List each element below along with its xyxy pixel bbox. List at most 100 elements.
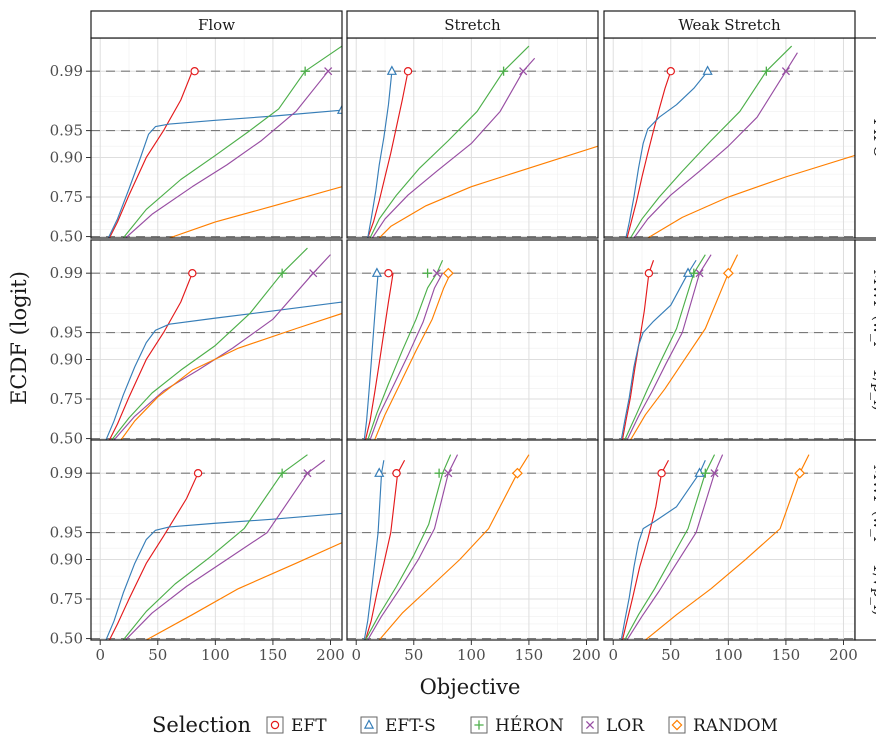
data-point-marker-eft [403,66,413,76]
data-point-marker-héron [689,268,699,278]
y-tick-label: 0.75 [50,390,83,408]
y-tick-label: 0.50 [50,630,83,648]
panel [346,37,599,239]
legend-label: EFT-S [385,716,436,736]
panel-series [107,45,342,238]
data-point-marker-héron [434,468,444,478]
series-line-random [378,145,598,238]
series-line-random [145,542,342,640]
y-tick-label: 0.99 [50,62,83,80]
y-tick-label: 0.75 [50,188,83,206]
data-point-marker-random [511,467,523,479]
legend-title: Selection [152,713,251,737]
column-strip [346,10,599,39]
series-line-héron [369,45,530,238]
legend-key-marker [474,720,484,730]
panel [346,439,599,641]
y-tick-label: 0.90 [50,148,83,166]
y-tick-label: 0.90 [50,550,83,568]
y-tick-label: 0.95 [50,524,83,542]
x-tick-label: 100 [201,646,230,664]
x-axis: 0 50 100 150 200 0 50 100 150 200 0 50 100 150 200 [95,640,858,664]
column-strip [90,10,343,39]
data-point-marker-héron [761,66,771,76]
legend-key-marker [585,720,595,730]
data-point-marker-eft-s [702,65,713,75]
panel-border [90,439,343,641]
data-point-marker-eft-s [374,467,385,477]
series-line-eft [621,459,669,640]
series-line-lor [125,70,329,238]
series-line-héron [122,45,342,238]
row-strip-label: FIFO [870,118,876,157]
panel-background [91,38,342,238]
y-tick-label: 0.75 [50,590,83,608]
panel [90,37,343,239]
data-point-marker-lor [303,469,312,478]
x-tick-label: 200 [316,646,345,664]
data-point-marker-eft [666,66,675,76]
data-point-marker-héron [700,468,710,478]
x-tick-label: 0 [608,646,618,664]
panel-series [620,454,810,640]
panel-series [625,45,855,238]
y-tick-label: 0.50 [50,430,83,448]
x-tick-label: 0 [95,646,105,664]
x-tick-label: 200 [829,646,858,664]
panel-background [347,38,598,238]
series-line-eft [108,70,193,238]
panel [90,239,343,441]
series-line-eft-s [105,301,342,440]
data-point-marker-lor [519,67,528,76]
x-tick-label: 0 [351,646,361,664]
y-tick-label: 0.99 [50,464,83,482]
legend: Selection EFT EFT-S HÉRON LOR RANDOM [152,713,778,737]
series-line-lor [369,272,444,440]
panel-series [363,454,530,640]
data-point-marker-lor [695,269,704,278]
series-line-eft-s [620,259,697,440]
series-line-eft [626,71,672,238]
series-line-eft-s [620,460,706,640]
y-tick-label: 0.95 [50,122,83,140]
legend-label: RANDOM [693,716,778,736]
y-tick-label: 0.99 [50,264,83,282]
y-axis: 0.50 0.75 0.90 0.95 0.99 0.50 0.75 0.90 0.95 0.99… [50,62,91,648]
legend-label: LOR [606,716,645,736]
y-tick-label: 0.90 [50,350,83,368]
column-strip-label: Flow [198,16,235,34]
series-line-héron [111,247,308,440]
series-line-eft [364,273,394,440]
data-point-marker-eft [392,468,401,478]
column-strip [603,10,856,39]
panel-grid [91,240,342,440]
series-line-eft [108,472,199,640]
panel-background [347,440,598,640]
row-strips: FIFO MWF (w_i = 1/p_i) MWF (w_i = 1/√p_i) [854,37,876,641]
data-point-marker-eft-s [371,267,383,277]
data-point-marker-eft-s [694,467,705,477]
series-line-random [374,272,452,440]
data-point-marker-héron [498,66,509,76]
y-axis-title: ECDF (logit) [7,271,31,405]
series-line-eft [367,71,409,238]
panel-series [620,254,739,440]
row-strip [854,37,876,239]
panel-background [347,240,598,440]
data-point-marker-eft-s [336,104,342,114]
panel-series [367,45,598,238]
legend-key-marker [270,720,280,730]
legend-item-eft-s: EFT-S [360,716,436,736]
series-line-eft-s [363,273,379,440]
panel [603,439,856,641]
panel-background [91,240,342,440]
data-point-marker-eft [190,66,199,76]
panel [90,439,343,641]
data-point-marker-lor [324,67,333,76]
row-strip-label: MWF (w_i = 1/p_i) [870,269,876,410]
x-tick-label: 150 [259,646,288,664]
x-tick-label: 50 [661,646,680,664]
data-point-marker-eft [188,268,197,278]
series-line-héron [367,260,444,440]
